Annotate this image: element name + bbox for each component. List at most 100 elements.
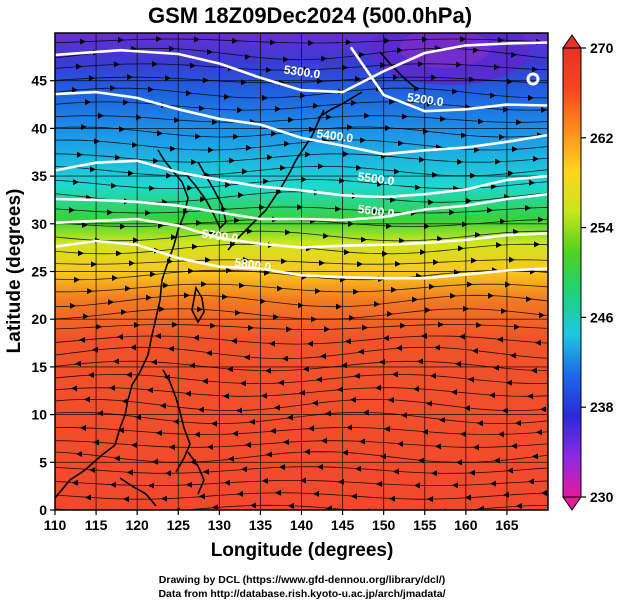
wind-arrow — [507, 467, 513, 474]
wind-arrow — [76, 63, 82, 70]
wind-arrow — [262, 94, 268, 101]
wind-arrow — [469, 469, 475, 476]
wind-arrow — [455, 360, 461, 367]
wind-arrow — [152, 458, 158, 465]
wind-arrow — [450, 292, 456, 299]
wind-arrow — [399, 237, 405, 244]
wind-arrow — [357, 261, 363, 268]
wind-arrow — [135, 414, 141, 421]
wind-arrow — [511, 442, 517, 449]
wind-arrow — [133, 237, 139, 244]
wind-arrow — [456, 61, 462, 68]
contour-label: 5400.0 — [316, 126, 355, 145]
wind-arrow — [320, 353, 326, 360]
wind-arrow — [342, 449, 348, 456]
wind-arrow — [279, 464, 285, 471]
wind-arrow — [123, 496, 129, 503]
wind-arrow — [191, 159, 197, 166]
wind-arrow — [81, 124, 87, 131]
wind-arrow — [304, 66, 310, 73]
wind-arrow — [427, 100, 433, 107]
wind-arrow — [503, 106, 509, 113]
wind-arrow — [148, 482, 154, 489]
wind-arrow — [147, 387, 153, 394]
wind-arrow — [243, 256, 249, 263]
wind-arrow — [351, 493, 357, 500]
wind-arrow — [225, 181, 231, 188]
wind-arrow — [107, 209, 113, 216]
wind-arrow — [422, 36, 428, 43]
x-tick-label: 145 — [331, 517, 355, 533]
wind-arrow — [132, 142, 138, 149]
wind-arrow — [324, 326, 330, 333]
chart-title: GSM 18Z09Dec2024 (500.0hPa) — [148, 3, 472, 28]
wind-arrow — [434, 344, 440, 351]
wind-arrow — [323, 232, 329, 239]
wind-arrow — [241, 466, 247, 473]
coastline-kamchatka — [379, 51, 419, 91]
wind-arrow — [490, 480, 496, 487]
y-tick-label: 10 — [31, 407, 47, 423]
wind-arrow — [127, 469, 133, 476]
contour-line — [55, 192, 548, 222]
wind-arrow — [298, 302, 304, 309]
streamline — [55, 139, 548, 151]
wind-arrow — [496, 242, 502, 249]
wind-arrow — [516, 119, 522, 126]
x-tick-label: 125 — [167, 517, 191, 533]
colorbar-tick-label: 246 — [590, 309, 614, 325]
wind-arrow — [498, 37, 504, 44]
wind-arrow — [392, 371, 398, 378]
wind-arrow — [297, 204, 303, 211]
streamline — [55, 411, 548, 425]
wind-arrow — [383, 335, 389, 342]
contour-line — [55, 90, 548, 156]
streamline — [55, 398, 548, 412]
wind-arrow — [389, 98, 395, 105]
wind-arrow — [467, 281, 473, 288]
wind-arrow — [525, 204, 531, 211]
wind-arrow — [514, 323, 520, 330]
coastline-mindanao — [187, 451, 205, 495]
wind-arrow — [264, 269, 270, 276]
wind-arrow — [528, 94, 534, 101]
wind-arrow — [335, 206, 341, 213]
wind-arrow — [529, 179, 535, 186]
wind-arrow — [493, 364, 499, 371]
wind-arrow — [428, 199, 434, 206]
wind-arrow — [516, 503, 522, 510]
wind-arrow — [415, 184, 421, 191]
contour-line — [55, 41, 548, 94]
streamline — [55, 63, 548, 71]
colorbar-min-arrow — [562, 496, 582, 511]
wind-arrow — [460, 431, 466, 438]
wind-arrow — [477, 420, 483, 427]
wind-arrow — [222, 293, 228, 300]
wind-arrow — [206, 349, 212, 356]
wind-arrow — [358, 348, 364, 355]
wind-arrow — [114, 455, 120, 462]
wind-arrow — [94, 138, 100, 145]
wind-arrow — [261, 392, 267, 399]
wind-arrow — [85, 99, 91, 106]
coastline-borneo — [119, 477, 157, 507]
wind-arrow — [202, 378, 208, 385]
wind-arrow — [128, 170, 134, 177]
wind-arrow — [426, 400, 432, 407]
wind-arrow — [114, 61, 120, 68]
wind-arrow — [286, 326, 292, 333]
coastline-luzon — [162, 369, 191, 473]
wind-arrow — [494, 457, 500, 464]
wind-arrow — [347, 124, 353, 131]
wind-arrow — [190, 62, 196, 69]
wind-arrow — [203, 468, 209, 475]
wind-arrow — [503, 491, 509, 498]
wind-arrow — [300, 92, 306, 99]
wind-arrow — [121, 309, 127, 316]
coastlines — [55, 51, 419, 507]
wind-arrow — [338, 478, 344, 485]
wind-arrow — [362, 324, 368, 331]
wind-arrow — [278, 379, 284, 386]
wind-arrow — [165, 75, 171, 82]
wind-arrow — [80, 38, 86, 45]
